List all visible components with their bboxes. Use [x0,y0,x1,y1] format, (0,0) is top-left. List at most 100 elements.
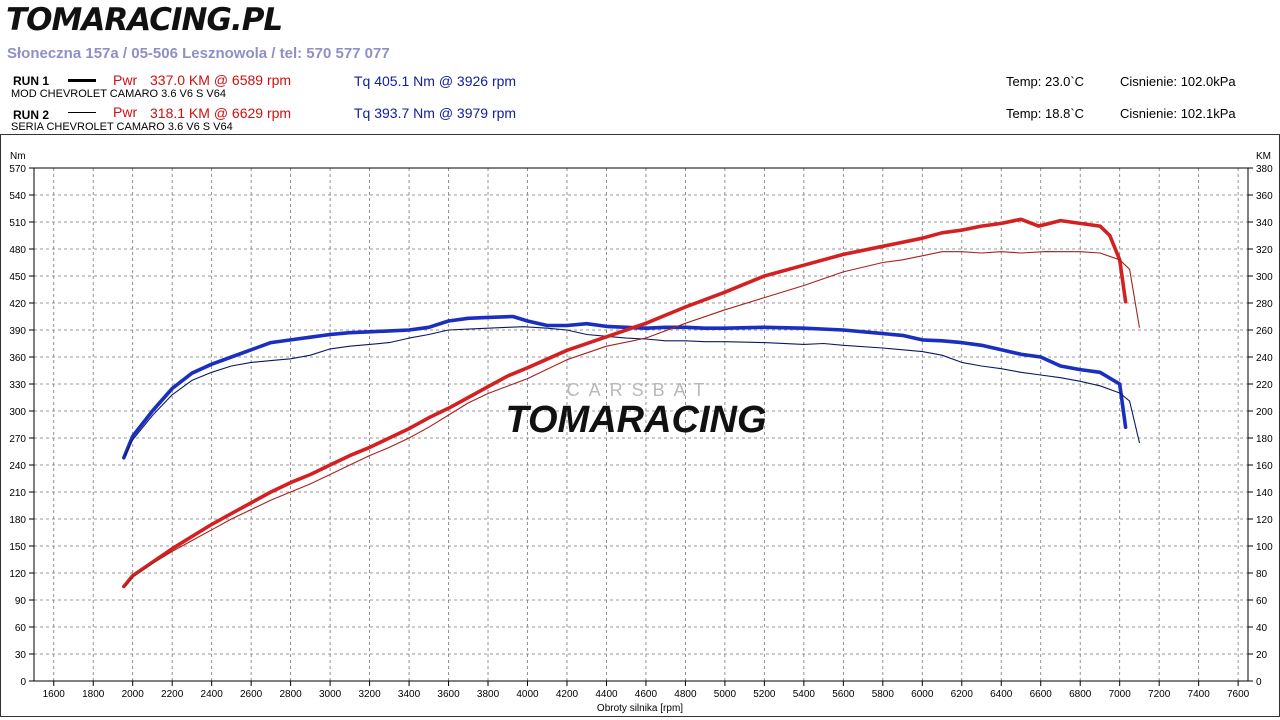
y-right-tick-label: 280 [1256,299,1273,310]
x-tick-label: 6000 [911,689,934,700]
brand-logo-text: TOMARACING.PL [6,2,283,38]
run1-pwr-value: 337.0 KM @ 6589 rpm [150,72,292,88]
series-run2-torque [124,326,1140,457]
y-right-tick-label: 160 [1256,461,1273,472]
y-left-tick-label: 30 [15,650,27,661]
x-tick-label: 1800 [82,689,105,700]
run2-pressure: Cisnienie: 102.1kPa [1120,106,1236,121]
x-tick-label: 4200 [556,689,579,700]
y-left-tick-label: 270 [9,434,26,445]
x-tick-label: 2400 [201,689,224,700]
grid-lines [34,167,1248,682]
x-tick-label: 4400 [595,689,618,700]
watermark-main-text: TOMARACING [505,399,766,441]
x-tick-label: 5000 [714,689,737,700]
y-left-tick-label: 60 [15,623,27,634]
x-tick-label: 5800 [872,689,895,700]
y-left-tick-label: 120 [9,569,26,580]
y-right-tick-label: 40 [1256,623,1268,634]
y-left-tick-label: 210 [9,488,26,499]
y-left-tick-label: 390 [9,326,26,337]
y-left-tick-label: 570 [9,164,26,175]
y-right-tick-label: 20 [1256,650,1268,661]
run2-description: SERIA CHEVROLET CAMARO 3.6 V6 S V64 [11,121,233,133]
watermark-top-text: CARSBAT [567,380,714,400]
y-left-tick-label: 360 [9,353,26,364]
y-left-tick-label: 450 [9,272,26,283]
y-left-tick-label: 420 [9,299,26,310]
x-tick-label: 1600 [43,689,66,700]
y-right-tick-label: 140 [1256,488,1273,499]
series-run1-power [122,217,1128,589]
x-tick-label: 3600 [437,689,460,700]
run2-label: RUN 2 [13,108,50,122]
run1-pwr-prefix: Pwr [113,72,138,88]
series-run2-power [124,251,1140,588]
run1-tq-value: Tq 405.1 Nm @ 3926 rpm [354,73,517,89]
series-run1-torque [122,314,1128,460]
x-tick-label: 5600 [832,689,855,700]
run2-pwr-prefix: Pwr [113,104,138,120]
x-tick-label: 7200 [1148,689,1171,700]
x-tick-label: 6800 [1069,689,1092,700]
x-tick-label: 3000 [319,689,342,700]
y-left-tick-label: 300 [9,407,26,418]
x-tick-label: 3200 [358,689,381,700]
run2-temp: Temp: 18.8`C [1006,106,1085,121]
y-right-tick-label: 340 [1256,218,1273,229]
y-right-tick-label: 260 [1256,326,1273,337]
x-tick-label: 7400 [1188,689,1211,700]
run1-pressure: Cisnienie: 102.0kPa [1120,74,1236,89]
x-tick-label: 6600 [1030,689,1053,700]
y-right-tick-label: 0 [1256,677,1262,688]
axes: 1600 1800 2000 2200 2400 2600 2800 3000 3200 3400… [9,164,1273,700]
x-axis-label: Obroty silnika [rpm] [597,703,683,714]
x-tick-label: 3400 [398,689,421,700]
run2-tq-value: Tq 393.7 Nm @ 3979 rpm [354,105,517,121]
y-right-tick-label: 360 [1256,191,1273,202]
x-tick-label: 6200 [951,689,974,700]
y-axis-right-label: KM [1256,151,1271,162]
y-right-tick-label: 320 [1256,245,1273,256]
x-tick-label: 6400 [990,689,1013,700]
x-tick-label: 2800 [279,689,302,700]
y-right-tick-label: 180 [1256,434,1273,445]
x-tick-label: 4600 [635,689,658,700]
x-tick-label: 2200 [161,689,184,700]
series-lines [122,217,1140,589]
y-axis-left-label: Nm [10,151,26,162]
y-right-tick-label: 240 [1256,353,1273,364]
x-tick-label: 4000 [516,689,539,700]
y-left-tick-label: 90 [15,596,27,607]
y-right-tick-label: 100 [1256,542,1273,553]
run2-pwr-value: 318.1 KM @ 6629 rpm [150,105,292,121]
y-right-tick-label: 300 [1256,272,1273,283]
y-right-tick-label: 380 [1256,164,1273,175]
y-left-tick-label: 150 [9,542,26,553]
y-left-tick-label: 510 [9,218,26,229]
y-left-tick-label: 0 [20,677,26,688]
y-left-tick-label: 180 [9,515,26,526]
shop-address: Słoneczna 157a / 05-506 Lesznowola / tel… [7,45,390,62]
x-tick-label: 7600 [1227,689,1250,700]
y-left-tick-label: 330 [9,380,26,391]
y-right-tick-label: 120 [1256,515,1273,526]
run2-legend-line [68,112,96,113]
x-tick-label: 4800 [674,689,697,700]
x-tick-label: 5200 [753,689,776,700]
y-right-tick-label: 200 [1256,407,1273,418]
x-tick-label: 5400 [793,689,816,700]
run1-legend-line [68,79,96,82]
x-tick-label: 2000 [122,689,145,700]
y-left-tick-label: 240 [9,461,26,472]
x-tick-label: 2600 [240,689,263,700]
run1-description: MOD CHEVROLET CAMARO 3.6 V6 S V64 [11,88,226,100]
plot-area-border [33,167,1249,682]
x-tick-label: 7000 [1109,689,1132,700]
y-right-tick-label: 220 [1256,380,1273,391]
watermark: CARSBAT TOMARACING [505,380,766,441]
y-right-tick-label: 80 [1256,569,1268,580]
y-right-tick-label: 60 [1256,596,1268,607]
run1-temp: Temp: 23.0`C [1006,74,1085,89]
